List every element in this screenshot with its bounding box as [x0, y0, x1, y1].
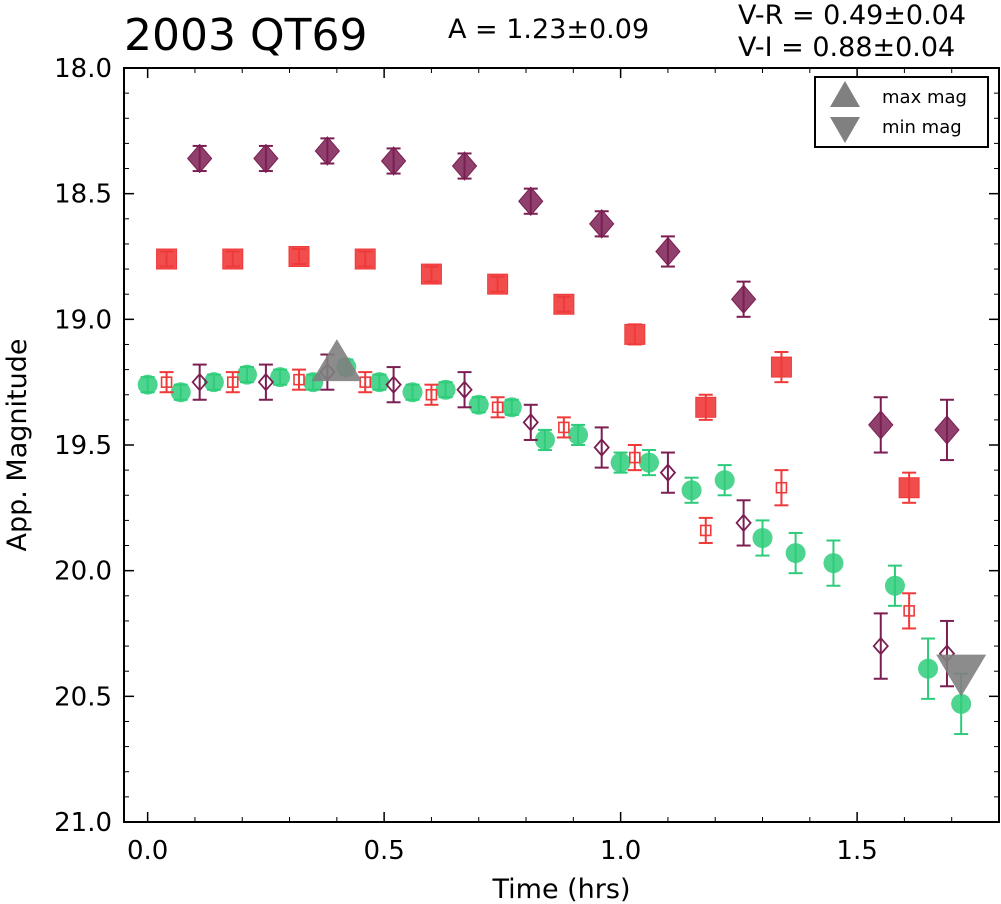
data-point: [624, 323, 646, 345]
data-point: [380, 146, 407, 176]
legend: max mag min mag: [814, 76, 989, 148]
x-tick-label: 0.5: [363, 836, 404, 866]
data-point: [884, 575, 905, 596]
data-point: [456, 380, 473, 400]
y-axis-label: App. Magnitude: [2, 339, 33, 552]
y-tick-label: 20.5: [54, 682, 112, 712]
axis-labels: Time (hrs) App. Magnitude: [2, 339, 631, 904]
vi-color-label: V-I = 0.88±0.04: [738, 32, 956, 63]
data-point: [770, 356, 792, 378]
data-point: [568, 424, 589, 445]
y-tick-label: 20.0: [54, 557, 112, 587]
data-point: [359, 376, 372, 388]
x-axis-label: Time (hrs): [491, 874, 630, 904]
data-point: [659, 463, 677, 483]
legend-max-icon: [830, 81, 860, 107]
data-point: [534, 429, 555, 450]
legend-label: min mag: [882, 117, 962, 138]
data-point: [868, 410, 894, 440]
amplitude-label: A = 1.23±0.09: [448, 14, 650, 45]
series-0: [187, 136, 960, 462]
data-point: [402, 382, 423, 403]
data-point: [501, 397, 522, 418]
data-point: [253, 143, 279, 174]
data-point: [553, 293, 575, 315]
max-mag-marker: [311, 339, 362, 382]
data-point: [629, 451, 641, 464]
y-tick-label: 18.0: [54, 54, 112, 84]
data-point: [903, 605, 915, 617]
data-point: [137, 374, 158, 395]
y-tick-label: 19.5: [54, 431, 112, 461]
vr-color-label: V-R = 0.49±0.04: [738, 0, 967, 31]
chart-title: 2003 QT69: [124, 10, 368, 61]
axes: 0.0 0.5 1.0 1.5 18.0 18.5 19.0 19.5 20.0 20.5 21.0: [54, 54, 1000, 866]
data-point: [934, 415, 960, 445]
data-point: [451, 151, 478, 181]
data-point: [610, 452, 631, 473]
data-point: [170, 382, 191, 403]
data-point: [425, 388, 438, 401]
legend-label: max mag: [882, 87, 967, 108]
data-point: [730, 284, 757, 314]
y-tick-label: 18.5: [54, 180, 112, 210]
data-point: [468, 394, 489, 415]
data-point: [775, 481, 788, 494]
data-point: [257, 372, 275, 392]
data-point: [589, 209, 615, 239]
data-point: [314, 136, 341, 166]
data-point: [593, 438, 610, 457]
data-point: [420, 263, 442, 285]
data-point: [203, 372, 224, 393]
data-point: [918, 658, 939, 679]
data-point: [156, 248, 178, 270]
min-mag-marker: [936, 654, 987, 697]
data-point: [435, 379, 456, 400]
data-point: [699, 524, 712, 537]
data-point: [187, 143, 213, 174]
data-point: [951, 693, 972, 714]
series-4: [191, 353, 956, 688]
data-point: [293, 373, 305, 386]
data-point: [558, 421, 570, 434]
plot-area: [137, 136, 987, 736]
y-tick-label: 21.0: [54, 808, 112, 838]
data-point: [522, 413, 539, 432]
data-point: [385, 375, 402, 395]
data-point: [735, 513, 752, 533]
data-point: [898, 477, 920, 499]
series-2: [137, 357, 972, 736]
series-3: [159, 368, 917, 630]
x-tick-label: 0.0: [127, 836, 168, 866]
data-point: [752, 527, 773, 548]
data-point: [785, 543, 806, 564]
data-point: [354, 248, 376, 270]
x-tick-label: 1.0: [600, 836, 641, 866]
data-point: [487, 273, 509, 295]
y-tick-label: 19.0: [54, 305, 112, 335]
data-point: [222, 248, 244, 270]
data-point: [369, 372, 390, 393]
data-point: [518, 186, 544, 216]
data-point: [655, 236, 681, 267]
plot-frame: [123, 67, 1000, 823]
x-tick-label: 1.5: [836, 836, 877, 866]
series-1: [156, 246, 920, 504]
data-point: [288, 246, 310, 267]
data-point: [695, 396, 717, 418]
data-point: [872, 636, 889, 656]
data-point: [491, 401, 504, 414]
data-point: [639, 452, 659, 473]
data-point: [681, 480, 702, 501]
data-point: [226, 376, 239, 388]
data-point: [191, 372, 208, 392]
data-point: [714, 470, 735, 491]
data-point: [160, 376, 173, 388]
legend-min-icon: [830, 117, 860, 143]
data-point: [823, 553, 844, 574]
data-point: [270, 367, 291, 388]
data-point: [236, 364, 257, 385]
